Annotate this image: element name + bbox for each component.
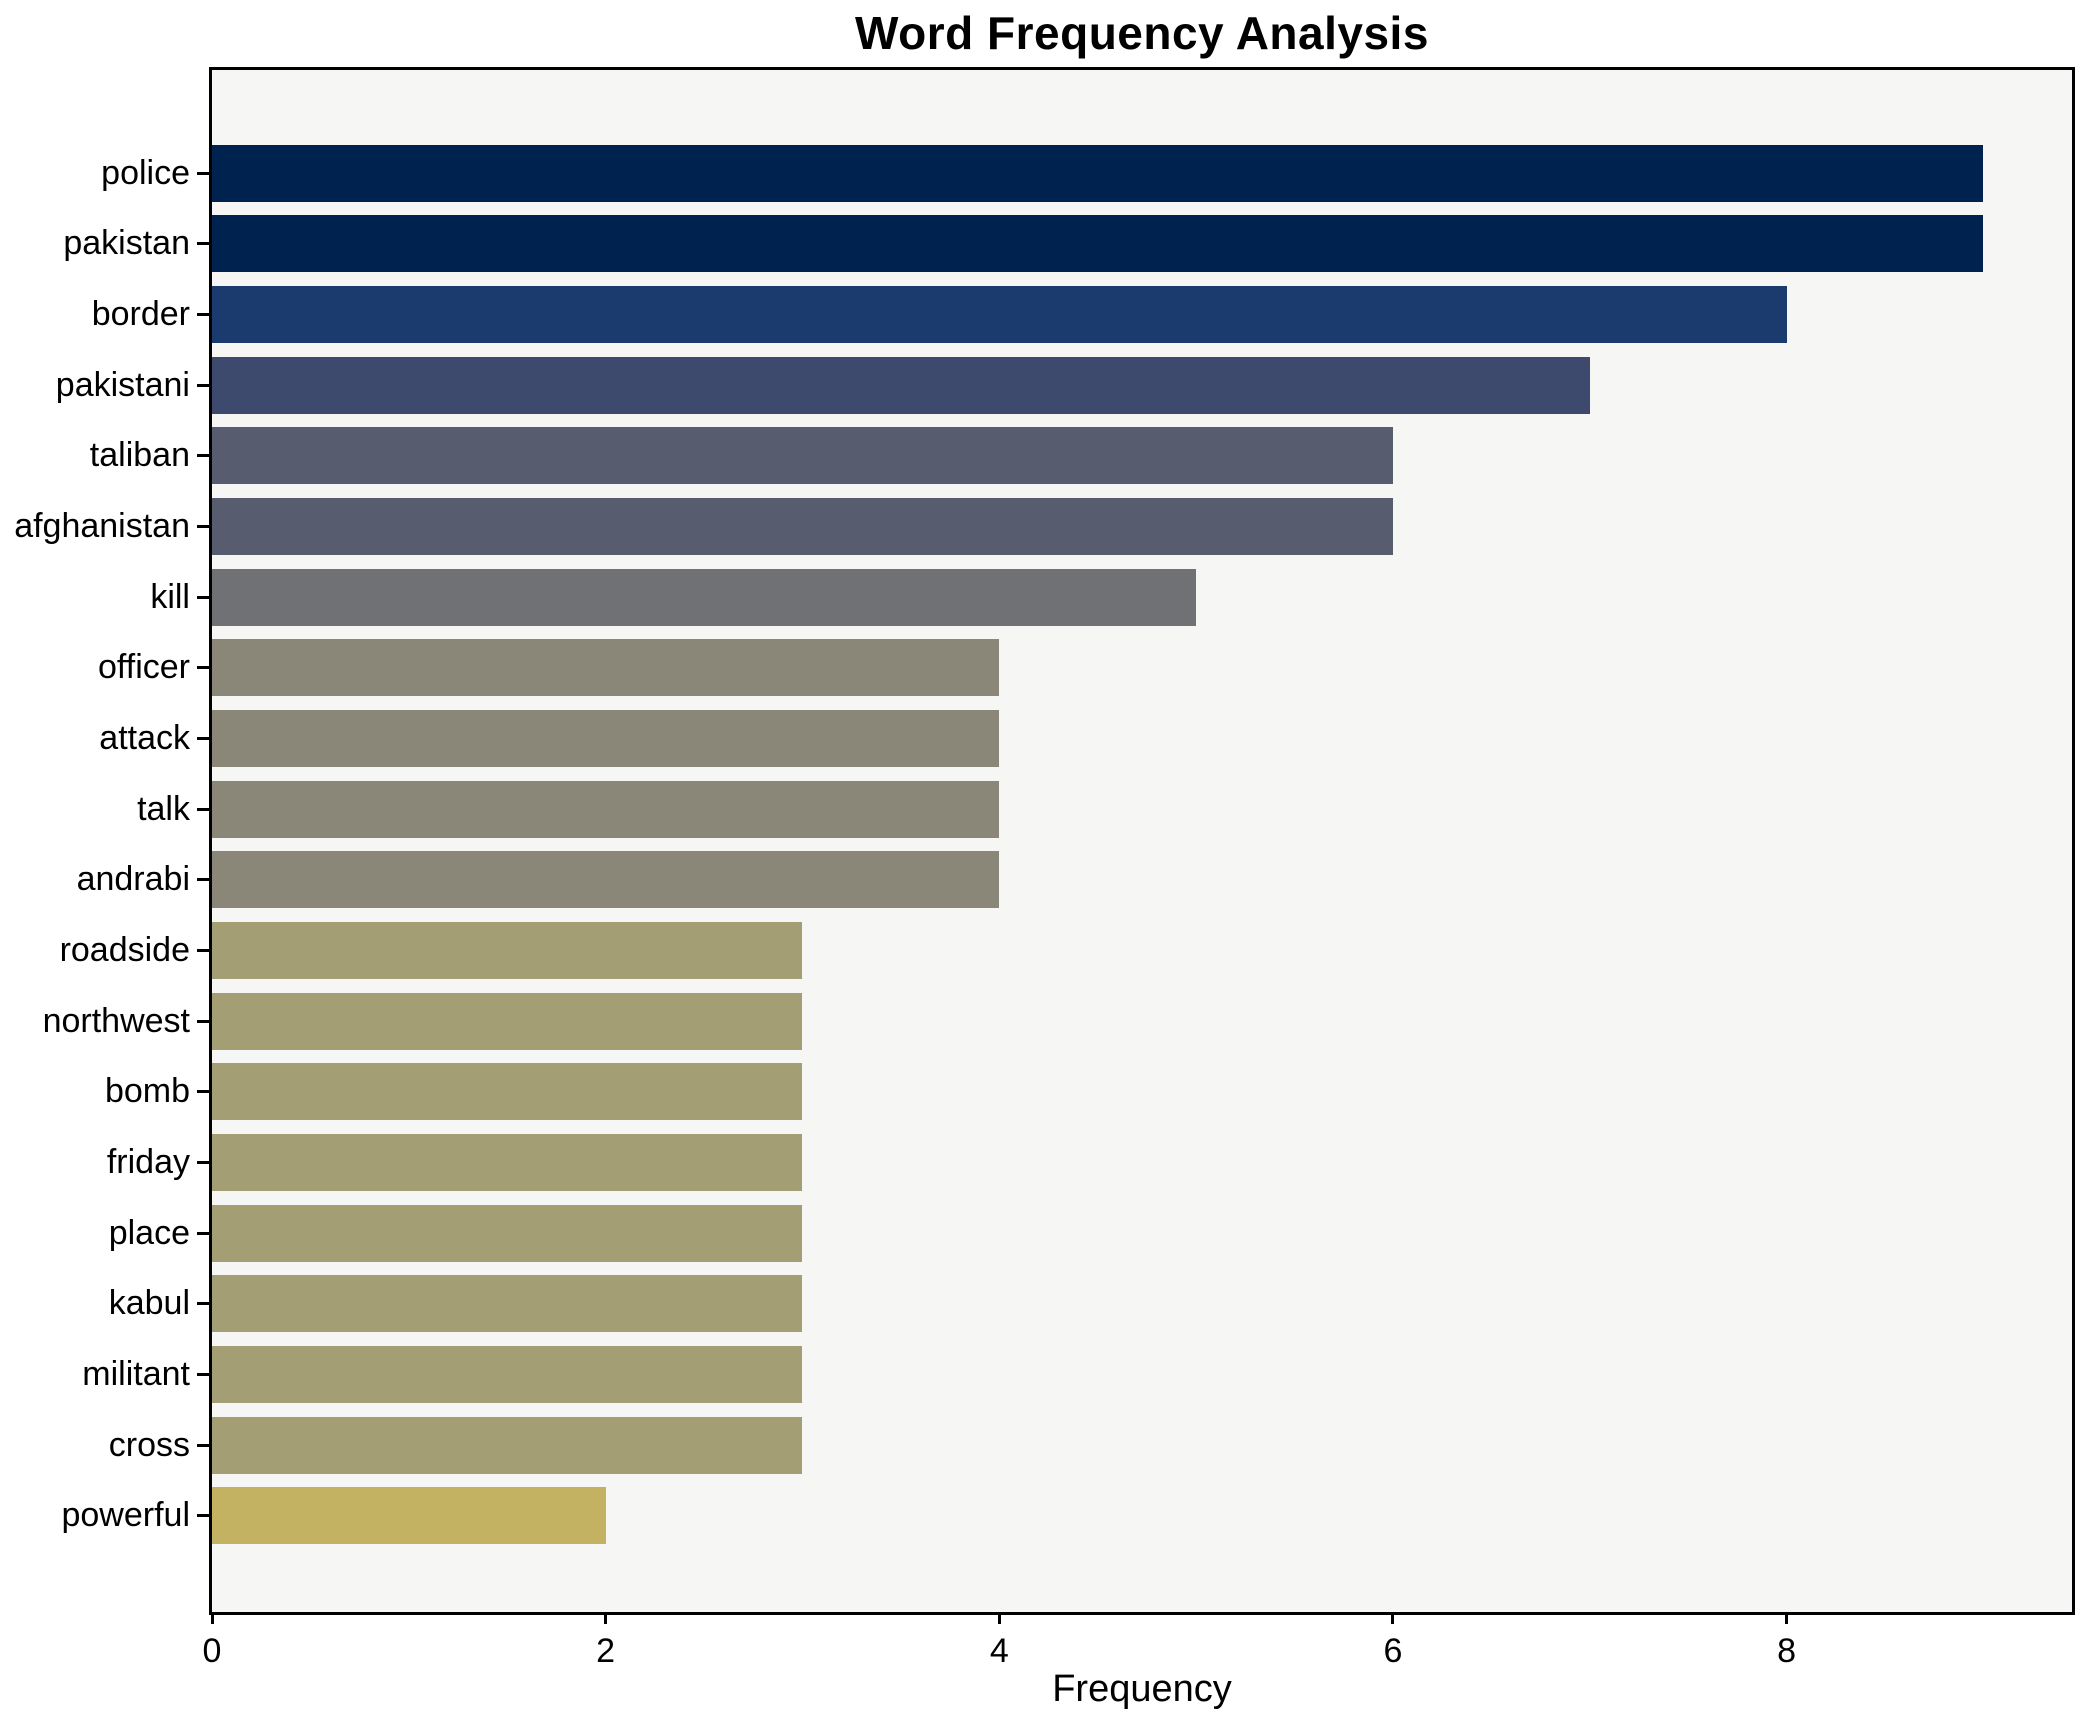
y-tick-mark xyxy=(197,1161,209,1164)
y-tick-mark xyxy=(197,948,209,952)
bar-cross xyxy=(212,1416,803,1474)
y-tick-label-afghanistan: afghanistan xyxy=(14,506,190,545)
bar-friday xyxy=(212,1134,803,1191)
bar-kill xyxy=(212,568,1197,626)
y-tick-label-border: border xyxy=(91,294,190,333)
y-tick-mark xyxy=(197,242,209,246)
x-tick-mark xyxy=(997,1612,1001,1624)
y-tick-mark xyxy=(197,807,209,811)
y-tick-label-bomb: bomb xyxy=(104,1072,190,1111)
bar-taliban xyxy=(212,427,1393,485)
y-tick-mark xyxy=(197,454,209,458)
y-tick-label-officer: officer xyxy=(98,648,190,687)
y-tick-mark xyxy=(197,312,209,316)
y-tick-label-powerful: powerful xyxy=(61,1496,190,1535)
x-tick-label-8: 8 xyxy=(1777,1632,1797,1670)
y-tick-mark xyxy=(197,1090,209,1094)
y-tick-label-militant: militant xyxy=(82,1355,190,1394)
y-tick-mark xyxy=(197,1443,209,1447)
y-tick-label-kill: kill xyxy=(150,577,190,616)
x-tick-label-2: 2 xyxy=(596,1632,616,1670)
y-tick-mark xyxy=(197,666,209,670)
y-tick-label-taliban: taliban xyxy=(89,436,190,475)
bar-pakistan xyxy=(212,215,1984,273)
y-tick-label-attack: attack xyxy=(99,718,190,757)
bar-border xyxy=(212,285,1787,343)
bar-powerful xyxy=(212,1487,606,1545)
bar-northwest xyxy=(212,992,803,1050)
y-tick-label-talk: talk xyxy=(137,789,190,828)
y-tick-label-roadside: roadside xyxy=(59,930,190,969)
x-tick-mark xyxy=(604,1612,608,1624)
y-tick-label-pakistani: pakistani xyxy=(55,365,190,404)
bar-officer xyxy=(212,639,1000,697)
y-tick-mark xyxy=(197,1302,209,1306)
x-tick-mark xyxy=(1391,1612,1395,1624)
y-tick-mark xyxy=(197,383,209,387)
bar-andrabi xyxy=(212,851,1000,909)
y-tick-label-andrabi: andrabi xyxy=(76,860,190,899)
y-tick-label-friday: friday xyxy=(106,1143,190,1181)
bar-attack xyxy=(212,709,1000,767)
x-tick-mark xyxy=(1785,1612,1789,1624)
bar-roadside xyxy=(212,921,803,979)
y-tick-label-cross: cross xyxy=(108,1425,190,1464)
x-tick-mark xyxy=(210,1612,214,1624)
x-tick-label-6: 6 xyxy=(1383,1632,1403,1670)
bar-place xyxy=(212,1204,803,1262)
bar-pakistani xyxy=(212,356,1590,414)
bar-militant xyxy=(212,1346,803,1404)
chart-title: Word Frequency Analysis xyxy=(855,7,1429,59)
y-tick-mark xyxy=(197,1514,209,1518)
x-tick-label-4: 4 xyxy=(989,1632,1009,1670)
y-tick-mark xyxy=(197,524,209,528)
y-tick-mark xyxy=(197,171,209,175)
y-tick-mark xyxy=(197,878,209,882)
bar-bomb xyxy=(212,1063,803,1121)
y-tick-label-place: place xyxy=(108,1213,190,1252)
bar-kabul xyxy=(212,1275,803,1333)
y-tick-mark xyxy=(197,1231,209,1235)
bar-afghanistan xyxy=(212,497,1393,555)
y-tick-label-northwest: northwest xyxy=(42,1001,190,1040)
y-tick-label-kabul: kabul xyxy=(108,1284,190,1323)
y-tick-label-police: police xyxy=(101,153,190,192)
bar-police xyxy=(212,144,1984,202)
x-axis-label: Frequency xyxy=(1052,1668,1232,1710)
y-tick-mark xyxy=(197,1019,209,1023)
y-tick-mark xyxy=(197,736,209,740)
y-tick-mark xyxy=(197,1373,209,1377)
y-tick-label-pakistan: pakistan xyxy=(63,224,190,263)
plot-area xyxy=(197,67,2075,1624)
x-tick-label-0: 0 xyxy=(202,1632,222,1670)
y-tick-mark xyxy=(197,595,209,599)
bar-talk xyxy=(212,780,1000,838)
